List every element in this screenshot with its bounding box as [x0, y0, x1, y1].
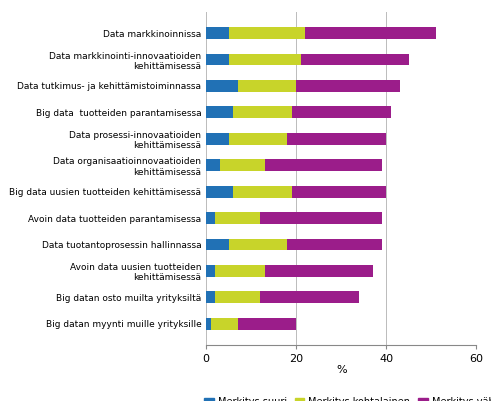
Bar	[206, 159, 219, 171]
Bar	[287, 239, 382, 251]
Bar	[265, 265, 373, 277]
Bar	[229, 239, 287, 251]
Bar	[233, 186, 292, 198]
Bar	[206, 292, 215, 303]
Bar	[292, 106, 391, 118]
Bar	[229, 27, 305, 39]
Bar	[238, 318, 296, 330]
Bar	[219, 159, 265, 171]
Bar	[292, 186, 386, 198]
Bar	[260, 212, 382, 224]
Bar	[206, 106, 233, 118]
Bar	[229, 133, 287, 145]
Bar	[206, 80, 238, 92]
Bar	[206, 133, 229, 145]
Bar	[211, 318, 238, 330]
Bar	[260, 292, 359, 303]
Bar	[265, 159, 382, 171]
Bar	[215, 292, 260, 303]
Bar	[287, 133, 386, 145]
Bar	[215, 212, 260, 224]
Bar	[229, 54, 300, 65]
X-axis label: %: %	[336, 365, 347, 375]
Bar	[206, 54, 229, 65]
Bar	[305, 27, 436, 39]
Bar	[206, 239, 229, 251]
Legend: Merkitys suuri, Merkitys kohtalainen, Merkitys vähäinen: Merkitys suuri, Merkitys kohtalainen, Me…	[200, 393, 491, 401]
Bar	[233, 106, 292, 118]
Bar	[300, 54, 409, 65]
Bar	[206, 27, 229, 39]
Bar	[296, 80, 400, 92]
Bar	[206, 212, 215, 224]
Bar	[206, 186, 233, 198]
Bar	[238, 80, 296, 92]
Bar	[206, 265, 215, 277]
Bar	[215, 265, 265, 277]
Bar	[206, 318, 211, 330]
